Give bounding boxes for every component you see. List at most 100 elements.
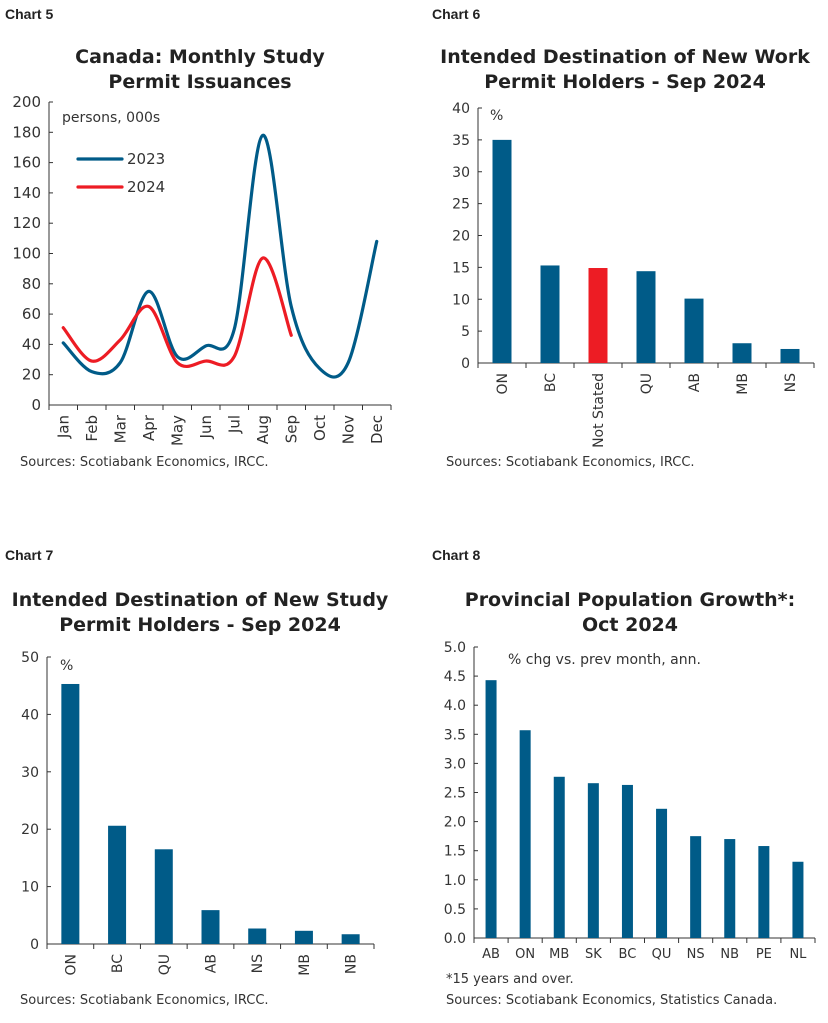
chart7-y-tick-label: 30 bbox=[21, 765, 39, 781]
chart5-x-tick-label: Oct bbox=[311, 415, 329, 441]
chart8-bar-bc bbox=[621, 784, 633, 938]
chart7-bar-ns bbox=[248, 928, 267, 944]
chart6-bar-on bbox=[492, 139, 512, 363]
chart8-title: Provincial Population Growth*: Oct 2024 bbox=[440, 588, 820, 638]
chart5-line-2023 bbox=[61, 133, 379, 379]
chart7-title-line: Permit Holders - Sep 2024 bbox=[59, 614, 341, 636]
chart7-x-tick-label: BC bbox=[110, 954, 126, 973]
chart7-y-tick-label: 10 bbox=[21, 880, 39, 896]
chart5-x-tick-label: Jun bbox=[197, 415, 215, 439]
chart5-y-tick-label: 120 bbox=[12, 214, 41, 232]
chart7-x-tick-label: NS bbox=[250, 954, 266, 973]
chart6-y-tick-label: 10 bbox=[452, 292, 470, 308]
chart7-bar-qu bbox=[154, 849, 173, 944]
chart7-x-tick-label: NB bbox=[344, 954, 360, 974]
chart7-x-tick-label: ON bbox=[63, 954, 79, 976]
chart6-bar-bc bbox=[540, 265, 560, 363]
chart6-unit-note: % bbox=[490, 108, 503, 124]
chart8-x-tick-label: NS bbox=[687, 947, 705, 962]
chart7-y-tick-label: 20 bbox=[21, 822, 39, 838]
chart5-unit-note: persons, 000s bbox=[62, 110, 160, 126]
chart5-source: Sources: Scotiabank Economics, IRCC. bbox=[20, 455, 269, 470]
chart8-y-tick-label: 0.5 bbox=[444, 902, 466, 918]
chart7-bar-mb bbox=[294, 930, 313, 944]
chart5-y-tick-label: 140 bbox=[12, 184, 41, 202]
chart6-y-tick-label: 15 bbox=[452, 260, 470, 276]
chart8-x-tick-label: SK bbox=[585, 947, 602, 962]
chart8-y-tick-label: 4.5 bbox=[444, 669, 466, 685]
chart5-x-tick-label: Jan bbox=[54, 415, 72, 439]
chart6-x-tick-label: ON bbox=[495, 373, 511, 395]
chart6-x-tick-label: AB bbox=[687, 373, 703, 392]
chart5-x-tick-label: Nov bbox=[339, 415, 357, 444]
chart6-bar-ab bbox=[684, 298, 704, 363]
chart5-title-line: Permit Issuances bbox=[108, 71, 292, 93]
chart8-x-tick-label: NB bbox=[720, 947, 739, 962]
chart5-y-tick-label: 100 bbox=[12, 245, 41, 263]
chart7-y-tick-label: 50 bbox=[21, 650, 39, 666]
chart7-label: Chart 7 bbox=[5, 547, 54, 563]
chart6-bar-qu bbox=[636, 271, 656, 363]
chart8-title-line: Provincial Population Growth*: bbox=[464, 589, 796, 611]
chart6-y-tick-label: 0 bbox=[461, 356, 470, 372]
chart5-x-tick-label: Aug bbox=[254, 415, 272, 444]
chart5-y-tick-label: 200 bbox=[12, 93, 41, 111]
chart8-y-tick-label: 3.5 bbox=[444, 727, 466, 743]
chart7-bar-nb bbox=[341, 934, 360, 944]
chart7-title-line: Intended Destination of New Study bbox=[11, 589, 389, 611]
chart8-bar-ns bbox=[690, 836, 702, 938]
chart7-bar-bc bbox=[108, 825, 127, 944]
chart8-bar-nb bbox=[724, 839, 736, 938]
chart7-x-tick-label: AB bbox=[204, 954, 220, 973]
chart6-x-tick-label: BC bbox=[543, 373, 559, 392]
chart8-bar-mb bbox=[553, 776, 565, 938]
chart6-bar-ns bbox=[780, 348, 800, 363]
chart6-y-tick-label: 30 bbox=[452, 165, 470, 181]
chart5-title-line: Canada: Monthly Study bbox=[75, 46, 325, 68]
chart5-line-2024 bbox=[61, 256, 293, 368]
chart6-x-tick-label: NS bbox=[783, 373, 799, 392]
chart6-y-tick-label: 40 bbox=[452, 101, 470, 117]
chart8-footnote: *15 years and over. bbox=[446, 972, 574, 987]
chart7-y-tick-label: 40 bbox=[21, 707, 39, 723]
chart5-legend-label-2023: 2023 bbox=[127, 150, 165, 168]
chart5-y-tick-label: 0 bbox=[31, 396, 41, 414]
chart8-y-tick-label: 3.0 bbox=[444, 756, 466, 772]
chart8-y-tick-label: 5.0 bbox=[444, 640, 466, 656]
chart8-bar-sk bbox=[587, 783, 599, 938]
chart8-bar-nl bbox=[792, 861, 804, 938]
chart8-x-tick-label: MB bbox=[549, 947, 569, 962]
chart5-label: Chart 5 bbox=[5, 6, 54, 22]
chart5-x-tick-label: Dec bbox=[368, 415, 386, 444]
chart7-title: Intended Destination of New Study Permit … bbox=[10, 588, 390, 638]
chart5-y-tick-label: 80 bbox=[22, 275, 41, 293]
chart8-unit-note: % chg vs. prev month, ann. bbox=[508, 652, 701, 668]
chart6-y-tick-label: 25 bbox=[452, 197, 470, 213]
chart5-y-tick-label: 160 bbox=[12, 154, 41, 172]
chart8-y-tick-label: 2.0 bbox=[444, 815, 466, 831]
chart8-x-tick-label: PE bbox=[756, 947, 772, 962]
chart5-x-tick-label: Apr bbox=[140, 414, 158, 441]
chart8-label: Chart 8 bbox=[432, 547, 481, 563]
chart6-y-tick-label: 35 bbox=[452, 133, 470, 149]
chart5-x-tick-label: Sep bbox=[282, 415, 300, 443]
chart8-x-tick-label: QU bbox=[652, 947, 672, 962]
chart8-bar-ab bbox=[485, 680, 497, 938]
chart7-x-tick-label: MB bbox=[297, 954, 313, 976]
chart8-y-tick-label: 4.0 bbox=[444, 698, 466, 714]
chart8-y-tick-label: 2.5 bbox=[444, 786, 466, 802]
chart8-x-tick-label: AB bbox=[482, 947, 500, 962]
chart5-y-tick-label: 60 bbox=[22, 305, 41, 323]
chart6-title-line: Intended Destination of New Work bbox=[440, 46, 810, 68]
chart6-bar-not-stated bbox=[588, 268, 608, 363]
chart8-y-tick-label: 1.5 bbox=[444, 844, 466, 860]
chart6-title: Intended Destination of New Work Permit H… bbox=[440, 45, 810, 95]
chart6-title-line: Permit Holders - Sep 2024 bbox=[484, 71, 766, 93]
chart8-bar-on bbox=[519, 730, 531, 938]
chart8-x-tick-label: ON bbox=[515, 947, 535, 962]
chart7-source: Sources: Scotiabank Economics, IRCC. bbox=[20, 993, 269, 1008]
chart5-y-tick-label: 180 bbox=[12, 123, 41, 141]
chart7-bar-on bbox=[61, 683, 80, 944]
chart6-x-tick-label: QU bbox=[639, 373, 655, 394]
